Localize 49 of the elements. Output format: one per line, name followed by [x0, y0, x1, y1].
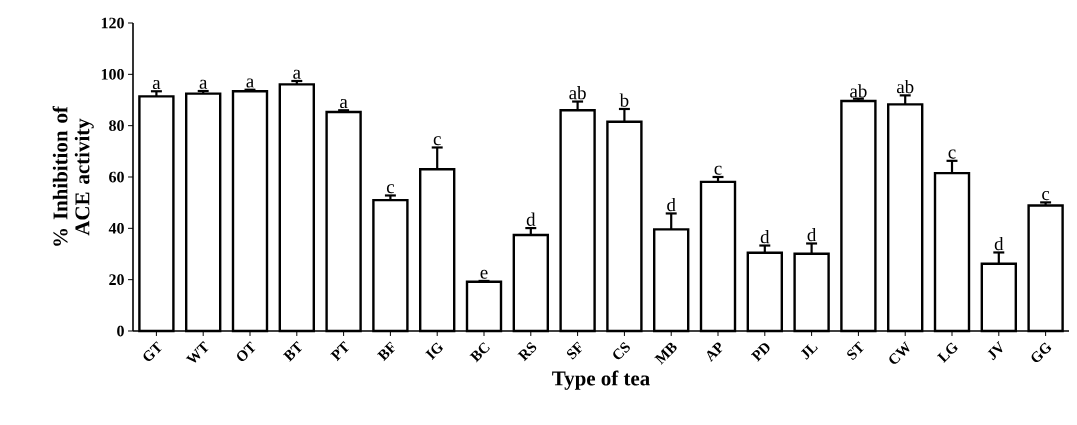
annotation: b [619, 93, 629, 107]
x-tick-label: RS [517, 342, 537, 362]
x-tick-label: ST [847, 341, 864, 361]
annotation: a [293, 69, 301, 79]
x-tick-label: PD [750, 343, 770, 362]
y-tick-label: 100 [101, 68, 124, 80]
annotation: d [526, 212, 536, 226]
x-tick-label: BT [282, 341, 303, 362]
annotation: ab [850, 84, 867, 98]
x-axis-title: Type of tea [552, 370, 650, 390]
x-tick-label: LG [937, 342, 958, 364]
x-tick-label: AP [707, 342, 723, 362]
annotation: e [480, 269, 488, 279]
annotation: d [760, 230, 770, 244]
y-tick-label: 0 [117, 325, 124, 337]
annotation: a [246, 78, 254, 88]
y-axis-title: % Inhibition of ACE activity [52, 105, 94, 246]
x-tick-label: WT [185, 341, 209, 363]
x-tick-label: BF [377, 341, 395, 362]
annotation: a [199, 79, 208, 89]
annotation: c [948, 149, 956, 159]
annotation: c [386, 184, 395, 194]
annotation: d [807, 227, 817, 242]
annotation: c [433, 136, 441, 146]
y-tick-label: 40 [108, 222, 124, 234]
annotation: c [714, 165, 722, 175]
annotation: d [994, 236, 1004, 251]
annotation: ab [896, 79, 914, 94]
x-tick-label: SF [566, 341, 582, 360]
x-tick-label: OT [237, 341, 256, 361]
x-tick-label: MB [654, 342, 677, 365]
x-tick-label: BC [469, 342, 490, 363]
annotation: d [667, 197, 676, 212]
annotation: c [1042, 191, 1050, 201]
x-tick-label: IG [425, 342, 443, 360]
x-tick-label: CW [889, 341, 910, 364]
x-tick-label: GT [143, 341, 162, 361]
x-tick-label: JL [800, 344, 818, 360]
y-tick-label: 80 [109, 120, 124, 132]
x-tick-label: JV [987, 341, 1003, 361]
y-tick-label: 120 [101, 17, 124, 29]
annotation: ab [569, 86, 586, 100]
annotation: a [340, 99, 348, 109]
y-tick-label: 60 [109, 171, 124, 183]
x-tick-label: GG [1031, 342, 1052, 363]
x-tick-label: PT [330, 341, 349, 362]
y-tick-label: 20 [109, 274, 124, 286]
x-tick-label: CS [613, 342, 630, 360]
annotation: a [152, 80, 161, 90]
